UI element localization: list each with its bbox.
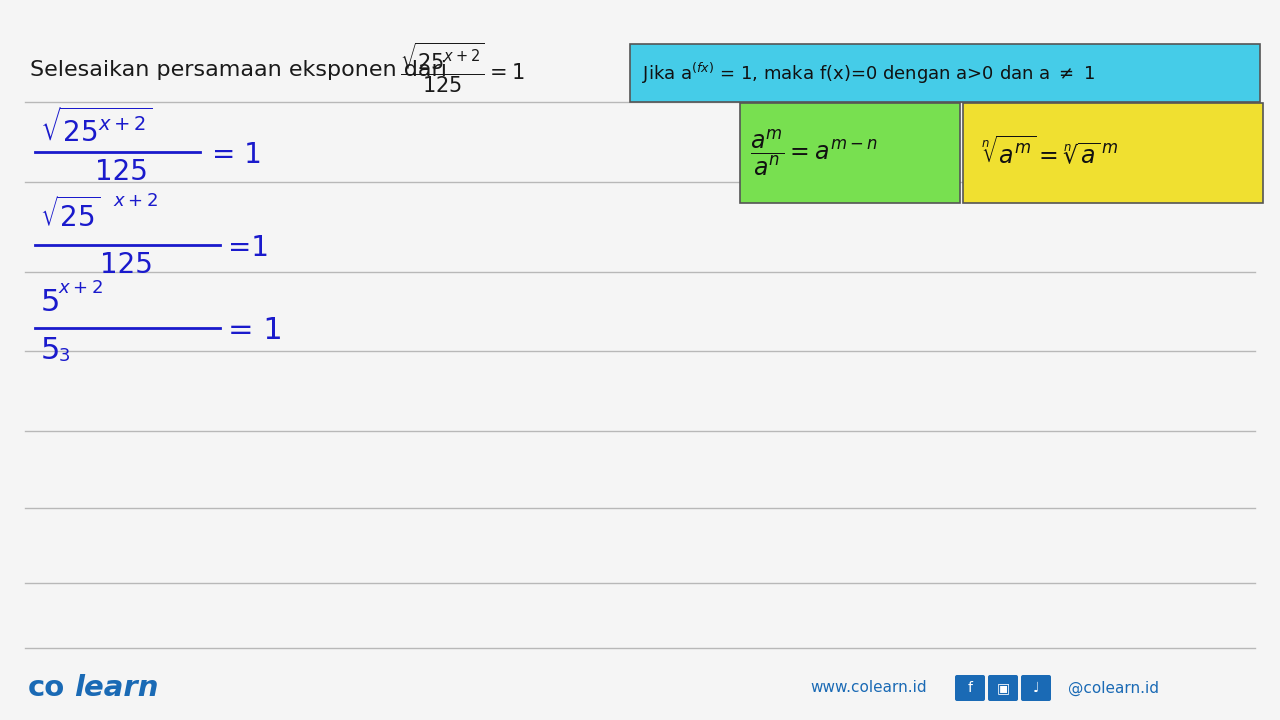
Text: 125: 125 <box>100 251 152 279</box>
Text: www.colearn.id: www.colearn.id <box>810 680 927 696</box>
Text: co: co <box>28 674 65 702</box>
Text: $\sqrt{25}$: $\sqrt{25}$ <box>40 197 101 233</box>
Text: = 1: = 1 <box>228 315 283 344</box>
FancyBboxPatch shape <box>955 675 986 701</box>
Text: $\dfrac{a^m}{a^n} = a^{m-n}$: $\dfrac{a^m}{a^n} = a^{m-n}$ <box>750 127 878 179</box>
Text: $\sqrt{25^{x+2}}$: $\sqrt{25^{x+2}}$ <box>40 108 152 148</box>
Text: learn: learn <box>74 674 159 702</box>
Text: = 1: = 1 <box>212 141 262 169</box>
Text: =1: =1 <box>228 234 269 262</box>
Text: $\dfrac{\sqrt{25^{x+2}}}{125} = 1$: $\dfrac{\sqrt{25^{x+2}}}{125} = 1$ <box>399 40 525 95</box>
Text: Jika a$^{(fx)}$ = 1, maka f(x)=0 dengan a>0 dan a $\neq$ 1: Jika a$^{(fx)}$ = 1, maka f(x)=0 dengan … <box>643 60 1094 86</box>
FancyBboxPatch shape <box>740 103 960 203</box>
Text: 125: 125 <box>95 158 148 186</box>
Text: $3$: $3$ <box>58 347 70 365</box>
Text: $x+2$: $x+2$ <box>58 279 102 297</box>
Text: Selesaikan persamaan eksponen dari: Selesaikan persamaan eksponen dari <box>29 60 447 80</box>
Text: @colearn.id: @colearn.id <box>1068 680 1158 696</box>
FancyBboxPatch shape <box>963 103 1263 203</box>
FancyBboxPatch shape <box>988 675 1018 701</box>
Text: $5$: $5$ <box>40 336 59 364</box>
Text: $5$: $5$ <box>40 287 59 317</box>
Text: f: f <box>968 681 973 695</box>
FancyBboxPatch shape <box>630 44 1260 102</box>
Text: $\sqrt[n]{a^m} = \sqrt[n]{a}^{\,m}$: $\sqrt[n]{a^m} = \sqrt[n]{a}^{\,m}$ <box>980 137 1119 169</box>
FancyBboxPatch shape <box>1021 675 1051 701</box>
Text: $x+2$: $x+2$ <box>113 192 157 210</box>
Text: ▣: ▣ <box>996 681 1010 695</box>
Text: ♩: ♩ <box>1033 681 1039 695</box>
